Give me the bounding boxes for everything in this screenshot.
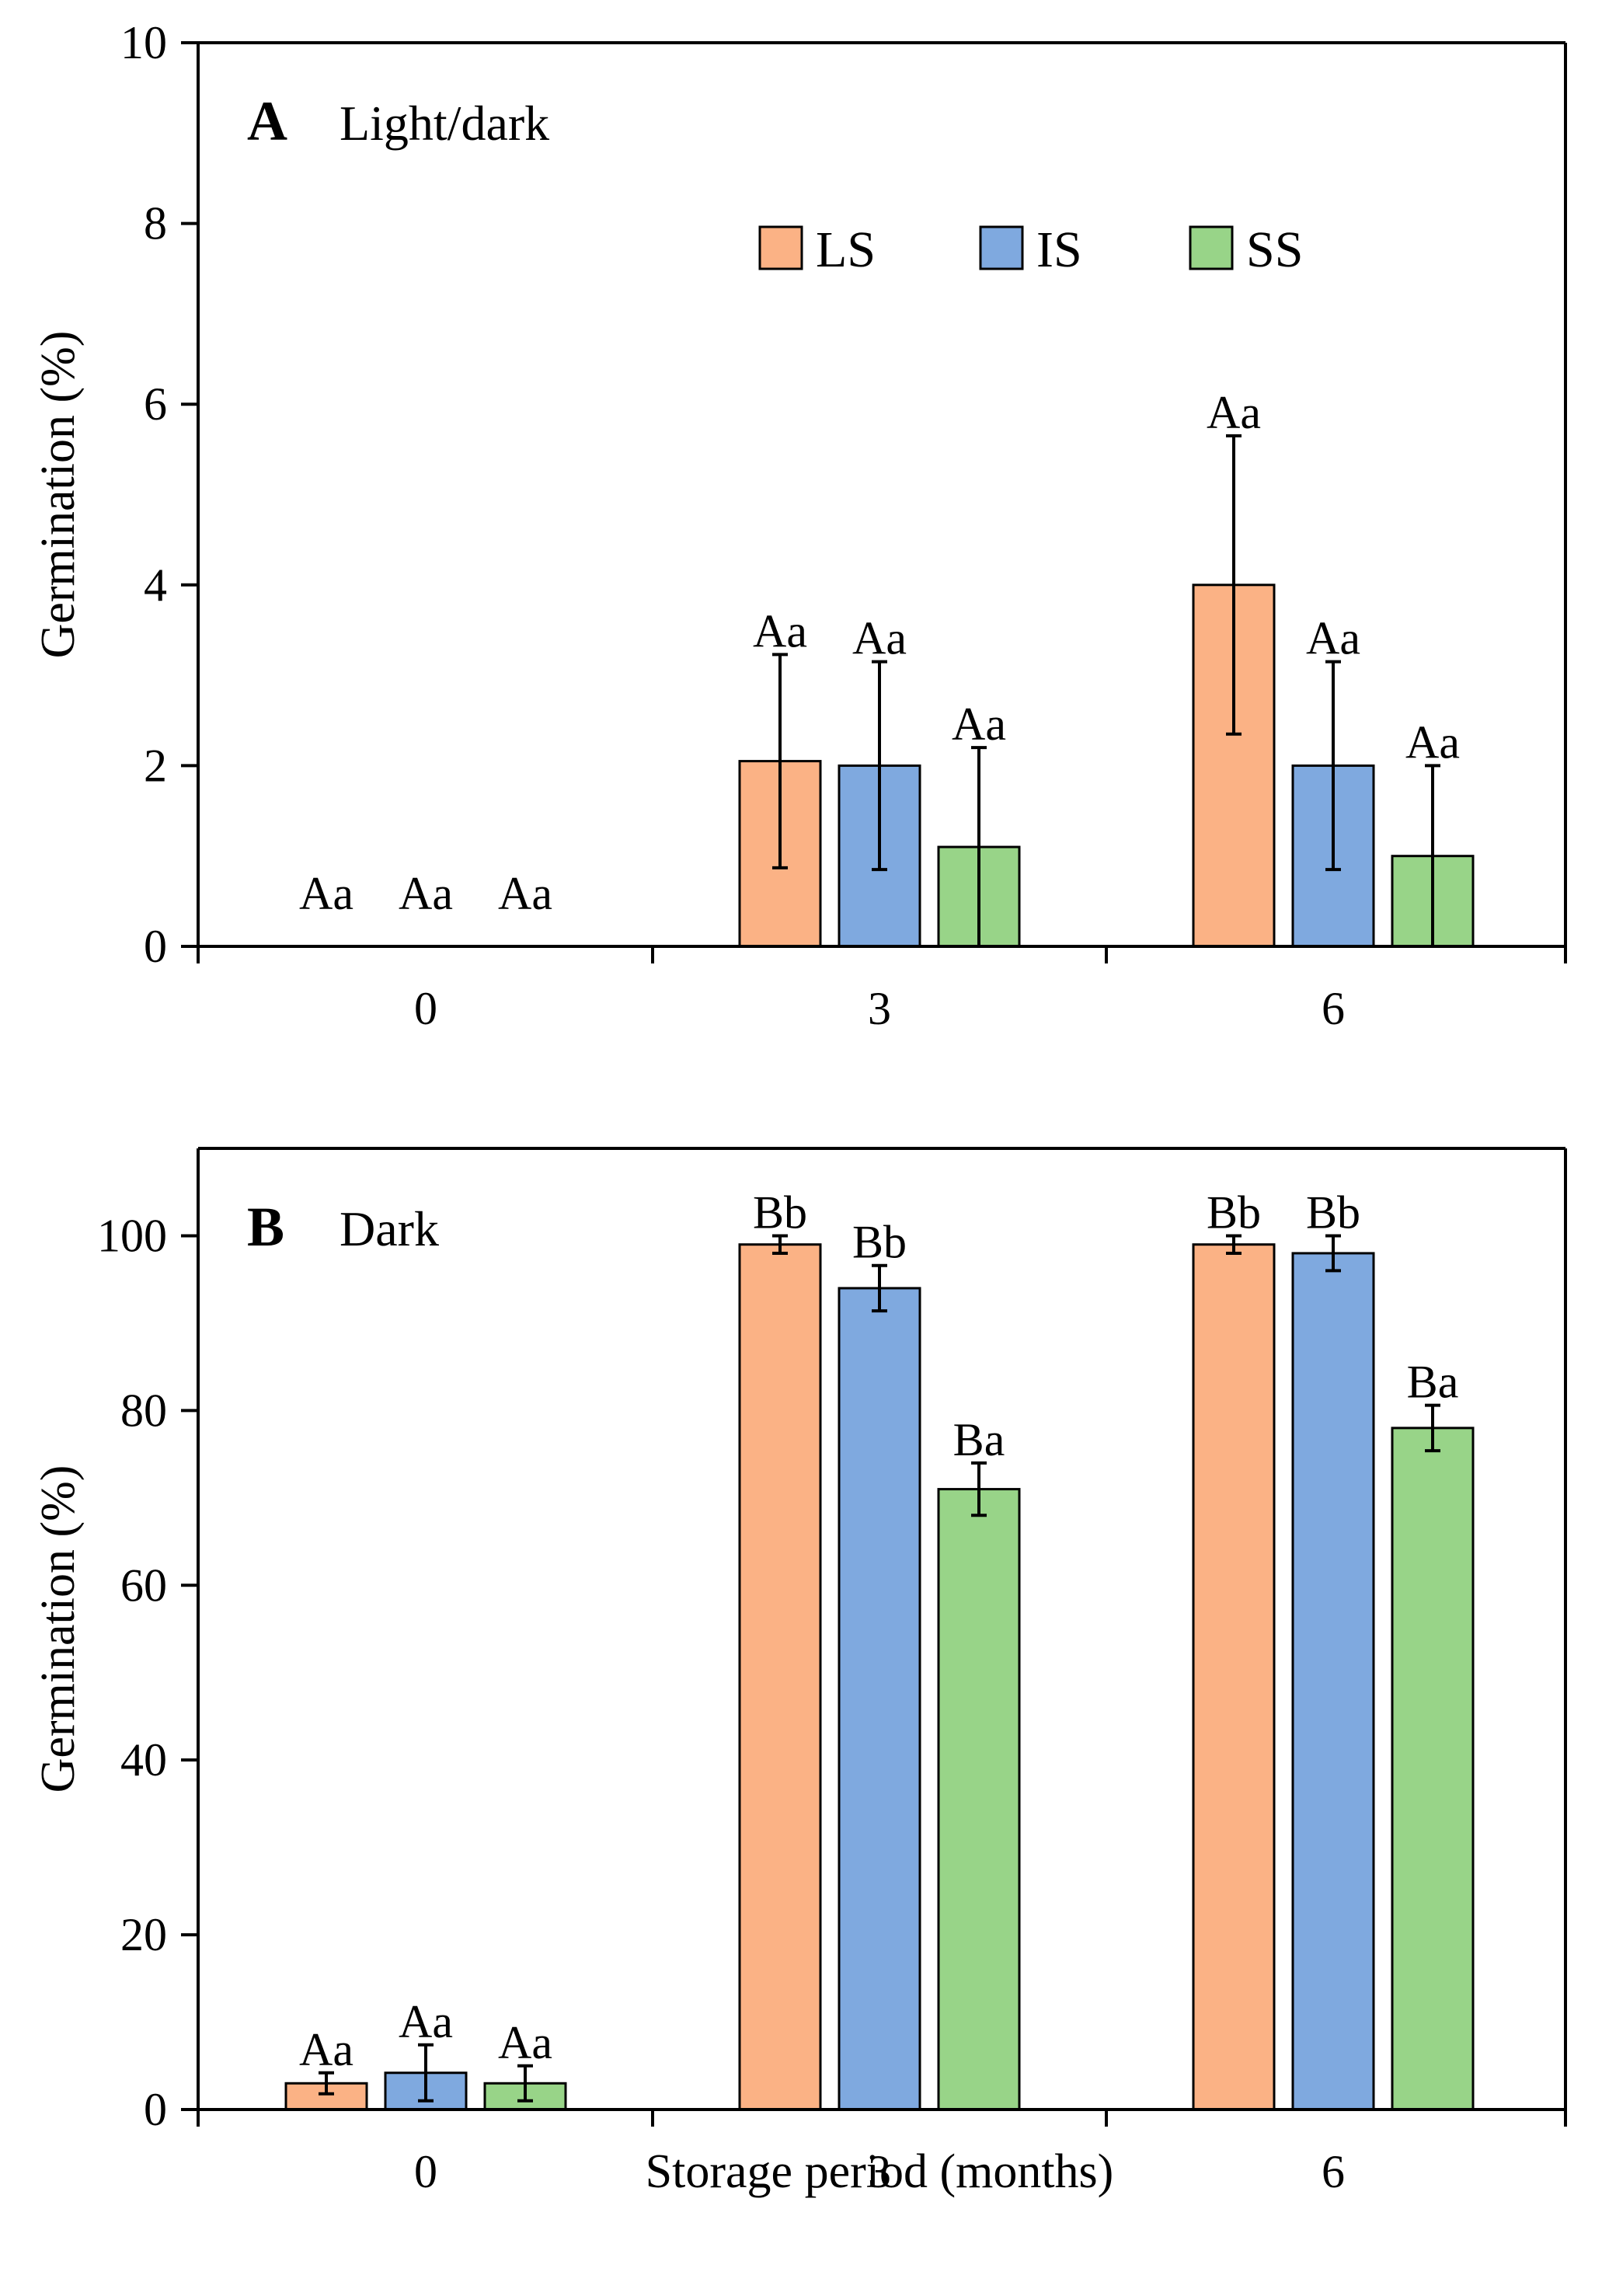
y-tick-label: 20 xyxy=(120,1909,167,1960)
legend-swatch-is xyxy=(979,225,1024,270)
significance-label: Aa xyxy=(399,1996,453,2047)
y-tick-label: 60 xyxy=(120,1559,167,1611)
y-tick-label: 0 xyxy=(144,921,167,972)
x-tick-label: 3 xyxy=(868,983,891,1034)
legend-label-ls: LS xyxy=(816,221,876,278)
legend-label-is: IS xyxy=(1036,221,1082,278)
y-tick-label: 8 xyxy=(144,198,167,249)
chart-panel-b: Aa Bb Bb Aa Bb Bb Aa Ba Ba 0 20 40 60 80 100 0 3 6 Germina… xyxy=(32,1147,1567,2198)
significance-label: Aa xyxy=(498,868,552,919)
bar-is-3 xyxy=(838,1287,921,2111)
x-tick-label: 6 xyxy=(1322,983,1345,1034)
x-tick-label: 6 xyxy=(1322,2146,1345,2197)
x-tick-label: 3 xyxy=(868,2146,891,2197)
legend-swatch-ss xyxy=(1189,225,1234,270)
significance-label: Aa xyxy=(399,868,453,919)
bar-ls-3 xyxy=(738,1243,822,2111)
significance-label: Bb xyxy=(753,1186,807,1238)
x-tick-label: 0 xyxy=(414,983,437,1034)
significance-label: Aa xyxy=(852,613,907,664)
legend-swatch-ls xyxy=(758,225,803,270)
significance-label: Bb xyxy=(852,1217,907,1268)
panel-letter: A xyxy=(247,90,287,152)
y-tick-label: 10 xyxy=(120,17,167,68)
significance-label: Ba xyxy=(953,1414,1005,1465)
significance-label: Bb xyxy=(1207,1186,1261,1238)
x-axis-title: Storage period (months) xyxy=(646,2145,1114,2198)
significance-label: Aa xyxy=(952,699,1006,750)
significance-label: Aa xyxy=(299,868,353,919)
y-tick-label: 2 xyxy=(144,740,167,791)
panel-title: Dark xyxy=(340,1201,439,1256)
significance-label: Aa xyxy=(1306,613,1360,664)
y-tick-label: 6 xyxy=(144,378,167,430)
significance-label: Aa xyxy=(1405,716,1460,768)
legend: LS IS SS xyxy=(758,221,1303,278)
y-axis-title: Germination (%) xyxy=(32,1465,85,1793)
panel-letter: B xyxy=(247,1196,284,1258)
x-tick-label: 0 xyxy=(414,2146,437,2197)
bar-ss-6 xyxy=(1391,1427,1475,2111)
y-tick-label: 100 xyxy=(97,1210,167,1261)
significance-label: Ba xyxy=(1407,1357,1459,1408)
legend-label-ss: SS xyxy=(1246,221,1303,278)
panel-title: Light/dark xyxy=(340,96,549,151)
y-tick-label: 0 xyxy=(144,2084,167,2135)
significance-label: Aa xyxy=(1207,387,1261,438)
bar-ls-6 xyxy=(1192,1243,1276,2111)
y-tick-label: 4 xyxy=(144,559,167,611)
significance-label: Aa xyxy=(299,2024,353,2075)
bar-ss-3 xyxy=(937,1488,1021,2111)
bar-is-6 xyxy=(1291,1252,1375,2111)
chart-panel-a: Aa Aa Aa Aa Aa Aa Aa Aa Aa 0 2 4 6 8 10 0 3 6 Germination … xyxy=(32,17,1567,1034)
y-axis-title: Germination (%) xyxy=(32,331,85,659)
significance-label: Aa xyxy=(753,605,807,657)
significance-label: Aa xyxy=(498,2017,552,2068)
y-tick-label: 40 xyxy=(120,1734,167,1786)
y-tick-label: 80 xyxy=(120,1385,167,1436)
significance-label: Bb xyxy=(1306,1186,1360,1238)
